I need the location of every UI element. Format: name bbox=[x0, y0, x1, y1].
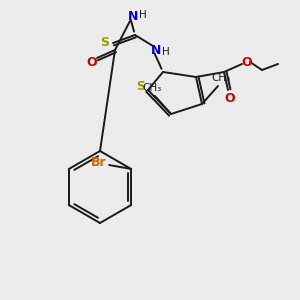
Text: Br: Br bbox=[92, 157, 107, 169]
Text: N: N bbox=[128, 11, 138, 23]
Text: S: S bbox=[100, 37, 109, 50]
Text: O: O bbox=[242, 56, 252, 68]
Text: O: O bbox=[225, 92, 235, 104]
Text: S: S bbox=[136, 80, 146, 92]
Text: N: N bbox=[151, 44, 161, 56]
Text: O: O bbox=[87, 56, 97, 70]
Text: H: H bbox=[139, 10, 147, 20]
Text: CH₃: CH₃ bbox=[212, 73, 231, 83]
Text: H: H bbox=[162, 47, 170, 57]
Text: CH₃: CH₃ bbox=[142, 83, 162, 93]
